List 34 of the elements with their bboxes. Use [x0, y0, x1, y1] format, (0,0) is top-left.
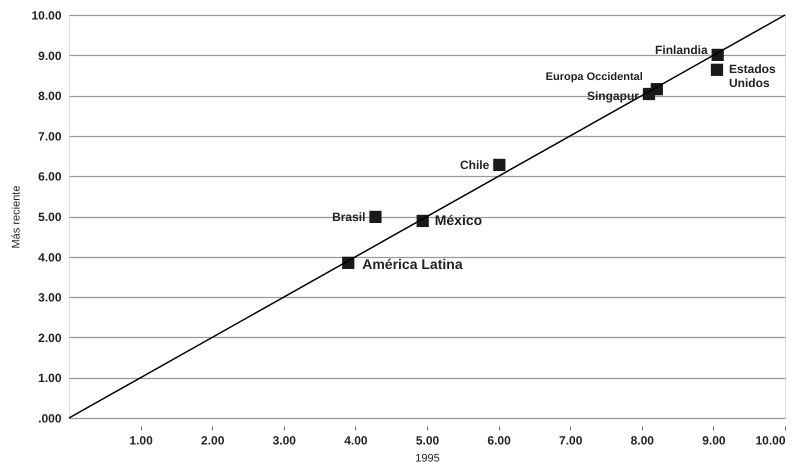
y-axis-title: Más reciente — [10, 186, 22, 248]
x-tick-label: 5.00 — [416, 434, 440, 448]
x-tick-label: 3.00 — [272, 434, 296, 448]
point — [369, 210, 382, 224]
annotation: Chile — [460, 158, 490, 172]
annotation: México — [434, 212, 482, 228]
y-tick-label: 8.00 — [38, 89, 62, 104]
annotation: Finlandia — [655, 42, 708, 57]
annotation: Brasil — [332, 210, 366, 224]
point — [710, 64, 724, 76]
y-tick-label: 1.00 — [38, 371, 62, 386]
annotation: Singapur — [586, 88, 640, 103]
y-tick-label: 9.00 — [38, 48, 62, 63]
x-tick-label: 10.00 — [755, 434, 786, 448]
y-tick-label: 10.00 — [31, 8, 62, 22]
x-tick-label: 7.00 — [559, 434, 583, 448]
y-tick-label: 7.00 — [38, 129, 62, 144]
x-axis-title: 1995 — [415, 452, 440, 464]
x-tick-label: 1.00 — [129, 434, 154, 448]
annotation: Estados Unidos — [728, 62, 776, 90]
y-tick-label: 4.00 — [38, 250, 62, 264]
y-tick-label: 5.00 — [38, 210, 62, 224]
x-tick-label: 4.00 — [344, 434, 368, 448]
y-tick-label: 6.00 — [38, 170, 62, 184]
y-tick-label: .000 — [38, 412, 62, 426]
annotation: América Latina — [362, 256, 463, 272]
y-tick-label: 3.00 — [38, 290, 62, 305]
y-tick-label: 2.00 — [38, 330, 62, 345]
x-tick-label: 6.00 — [487, 434, 512, 448]
x-tick-label: 2.00 — [201, 434, 225, 448]
point — [493, 158, 506, 172]
x-tick-label: 9.00 — [702, 434, 726, 448]
annotation: Europa Occidental — [546, 71, 643, 84]
x-tick-label: 8.00 — [630, 434, 654, 448]
